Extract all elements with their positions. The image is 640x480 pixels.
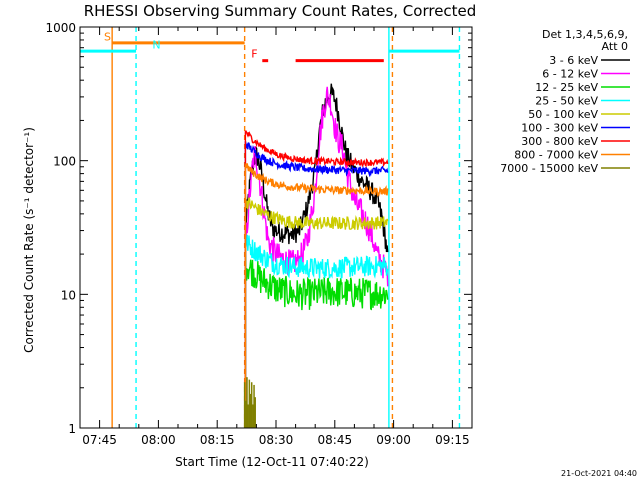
series-800-7000-kev (244, 163, 389, 428)
legend-header-0: Det 1,3,4,5,6,9, (542, 28, 628, 41)
annotation-n: N (152, 39, 160, 52)
y-tick-label-0: 1 (68, 422, 76, 436)
legend-label-6-12-kev: 6 - 12 keV (542, 68, 598, 81)
y-axis-label: Corrected Count Rate (s⁻¹ detector⁻¹) (22, 127, 36, 353)
legend-header-1: Att 0 (602, 40, 628, 53)
series-50-100-kev (244, 196, 389, 428)
x-tick-label-6: 09:15 (435, 433, 470, 447)
x-axis-label: Start Time (12-Oct-11 07:40:22) (175, 455, 369, 469)
x-tick-label-3: 08:30 (259, 433, 294, 447)
y-tick-label-2: 100 (53, 155, 76, 169)
legend-label-50-100-kev: 50 - 100 keV (528, 108, 598, 121)
annotation-s: S (104, 31, 111, 44)
y-tick-label-3: 1000 (45, 21, 76, 35)
legend-label-800-7000-kev: 800 - 7000 keV (514, 149, 598, 162)
x-tick-label-2: 08:15 (200, 433, 235, 447)
legend-label-3-6-kev: 3 - 6 keV (549, 54, 598, 67)
series-25-50-kev (244, 234, 389, 428)
series-100-300-kev (244, 141, 389, 428)
annotation-f: F (251, 48, 257, 61)
y-tick-label-1: 10 (61, 288, 76, 302)
legend-label-7000-15000-kev: 7000 - 15000 keV (500, 162, 598, 175)
legend-label-100-300-kev: 100 - 300 keV (521, 122, 598, 135)
series-12-25-kev (244, 249, 389, 428)
series-300-800-kev (244, 130, 389, 428)
legend-label-25-50-kev: 25 - 50 keV (535, 95, 598, 108)
legend-label-300-800-kev: 300 - 800 keV (521, 135, 598, 148)
legend-label-12-25-kev: 12 - 25 keV (535, 81, 598, 94)
x-tick-label-1: 08:00 (141, 433, 176, 447)
footer-timestamp: 21-Oct-2021 04:40 (561, 469, 637, 478)
chart-title: RHESSI Observing Summary Count Rates, Co… (84, 2, 477, 20)
x-tick-label-4: 08:45 (318, 433, 353, 447)
x-tick-label-5: 09:00 (376, 433, 411, 447)
x-tick-label-0: 07:45 (82, 433, 117, 447)
